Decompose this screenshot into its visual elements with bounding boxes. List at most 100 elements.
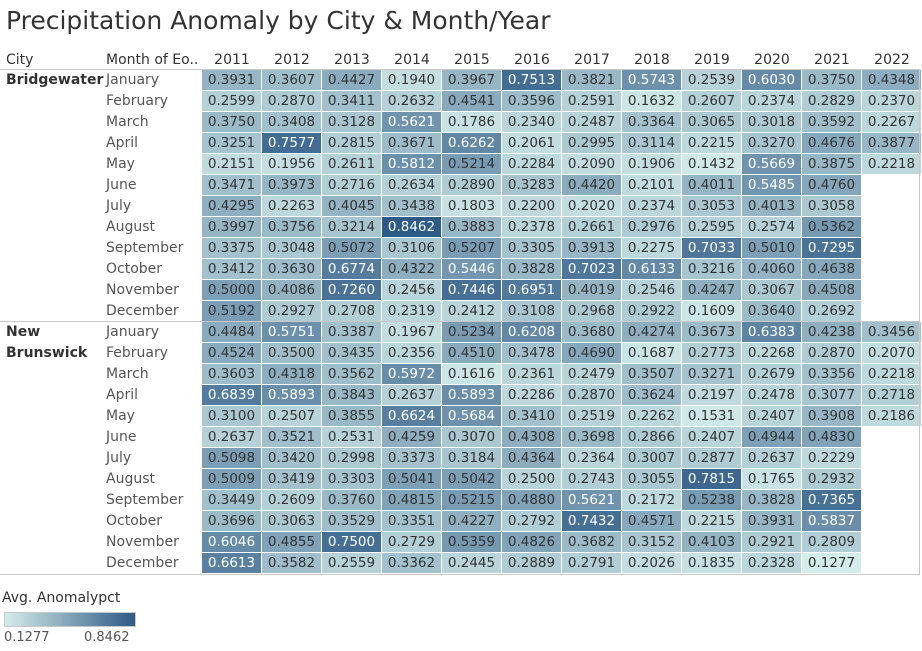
heatmap-cell[interactable]: 0.3128	[322, 112, 381, 132]
heatmap-cell[interactable]: 0.3007	[622, 448, 681, 468]
heatmap-cell[interactable]: 0.7365	[802, 490, 861, 510]
heatmap-cell[interactable]: 0.2866	[622, 427, 681, 447]
heatmap-cell[interactable]: 0.3055	[622, 469, 681, 489]
heatmap-cell[interactable]: 0.2927	[262, 301, 321, 321]
heatmap-cell[interactable]: 0.2792	[502, 511, 561, 531]
heatmap-cell[interactable]: 0.3375	[202, 238, 261, 258]
heatmap-cell[interactable]: 0.3410	[502, 406, 561, 426]
heatmap-cell[interactable]: 0.2611	[322, 154, 381, 174]
heatmap-cell[interactable]: 0.4676	[802, 133, 861, 153]
heatmap-cell[interactable]: 0.5010	[742, 238, 801, 258]
heatmap-cell[interactable]: 0.3640	[742, 301, 801, 321]
heatmap-cell[interactable]: 0.4510	[442, 343, 501, 363]
heatmap-cell[interactable]: 0.1803	[442, 196, 501, 216]
heatmap-cell[interactable]: 0.3500	[262, 343, 321, 363]
heatmap-cell[interactable]: 0.2215	[682, 133, 741, 153]
heatmap-cell[interactable]: 0.5485	[742, 175, 801, 195]
heatmap-cell[interactable]: 0.2716	[322, 175, 381, 195]
heatmap-cell[interactable]: 0.2267	[862, 112, 921, 132]
heatmap-cell[interactable]: 0.2559	[322, 553, 381, 573]
heatmap-cell[interactable]: 0.2340	[502, 112, 561, 132]
heatmap-cell[interactable]: 0.3100	[202, 406, 261, 426]
heatmap-cell[interactable]: 0.2284	[502, 154, 561, 174]
heatmap-cell[interactable]: 0.2026	[622, 553, 681, 573]
heatmap-cell[interactable]: 0.2197	[682, 385, 741, 405]
heatmap-cell[interactable]: 0.3997	[202, 217, 261, 237]
heatmap-cell[interactable]: 0.3592	[802, 112, 861, 132]
heatmap-cell[interactable]: 0.3106	[382, 238, 441, 258]
heatmap-cell[interactable]: 0.4880	[502, 490, 561, 510]
heatmap-cell[interactable]: 0.2870	[562, 385, 621, 405]
heatmap-cell[interactable]: 0.6046	[202, 532, 261, 552]
heatmap-cell[interactable]: 0.7446	[442, 280, 501, 300]
heatmap-cell[interactable]: 0.2519	[562, 406, 621, 426]
heatmap-cell[interactable]: 0.2546	[622, 280, 681, 300]
heatmap-cell[interactable]: 0.4274	[622, 322, 681, 342]
heatmap-cell[interactable]: 0.6839	[202, 385, 261, 405]
heatmap-cell[interactable]: 0.1906	[622, 154, 681, 174]
heatmap-cell[interactable]: 0.2229	[802, 448, 861, 468]
heatmap-cell[interactable]: 0.4013	[742, 196, 801, 216]
heatmap-cell[interactable]: 0.6613	[202, 553, 261, 573]
heatmap-cell[interactable]: 0.2200	[502, 196, 561, 216]
heatmap-cell[interactable]: 0.4295	[202, 196, 261, 216]
heatmap-cell[interactable]: 0.5446	[442, 259, 501, 279]
heatmap-cell[interactable]: 0.4484	[202, 322, 261, 342]
heatmap-cell[interactable]: 0.2319	[382, 301, 441, 321]
heatmap-cell[interactable]: 0.2692	[802, 301, 861, 321]
heatmap-cell[interactable]: 0.3471	[202, 175, 261, 195]
heatmap-cell[interactable]: 0.6951	[502, 280, 561, 300]
heatmap-cell[interactable]: 0.3438	[382, 196, 441, 216]
heatmap-cell[interactable]: 0.3603	[202, 364, 261, 384]
heatmap-cell[interactable]: 0.5812	[382, 154, 441, 174]
heatmap-cell[interactable]: 0.2186	[862, 406, 921, 426]
heatmap-cell[interactable]: 0.2356	[382, 343, 441, 363]
heatmap-cell[interactable]: 0.5214	[442, 154, 501, 174]
heatmap-cell[interactable]: 0.5192	[202, 301, 261, 321]
heatmap-cell[interactable]: 0.2275	[622, 238, 681, 258]
heatmap-cell[interactable]: 0.5362	[802, 217, 861, 237]
heatmap-cell[interactable]: 0.2268	[742, 343, 801, 363]
heatmap-cell[interactable]: 0.7577	[262, 133, 321, 153]
heatmap-cell[interactable]: 0.5837	[802, 511, 861, 531]
heatmap-cell[interactable]: 0.3271	[682, 364, 741, 384]
heatmap-cell[interactable]: 0.2172	[622, 490, 681, 510]
heatmap-cell[interactable]: 0.4045	[322, 196, 381, 216]
heatmap-cell[interactable]: 0.6208	[502, 322, 561, 342]
heatmap-cell[interactable]: 0.2922	[622, 301, 681, 321]
heatmap-cell[interactable]: 0.3063	[262, 511, 321, 531]
heatmap-cell[interactable]: 0.4318	[262, 364, 321, 384]
heatmap-cell[interactable]: 0.2218	[862, 154, 921, 174]
heatmap-cell[interactable]: 0.6383	[742, 322, 801, 342]
heatmap-cell[interactable]: 0.3671	[382, 133, 441, 153]
heatmap-cell[interactable]: 0.5009	[202, 469, 261, 489]
heatmap-cell[interactable]: 0.2791	[562, 553, 621, 573]
heatmap-cell[interactable]: 0.3698	[562, 427, 621, 447]
heatmap-cell[interactable]: 0.2070	[862, 343, 921, 363]
heatmap-cell[interactable]: 0.3973	[262, 175, 321, 195]
heatmap-cell[interactable]: 0.2637	[382, 385, 441, 405]
heatmap-cell[interactable]: 0.3456	[862, 322, 921, 342]
heatmap-cell[interactable]: 0.4308	[502, 427, 561, 447]
heatmap-cell[interactable]: 0.2729	[382, 532, 441, 552]
heatmap-cell[interactable]: 0.5893	[262, 385, 321, 405]
heatmap-cell[interactable]: 0.1632	[622, 91, 681, 111]
heatmap-cell[interactable]: 0.3420	[262, 448, 321, 468]
heatmap-cell[interactable]: 0.5072	[322, 238, 381, 258]
heatmap-cell[interactable]: 0.3529	[322, 511, 381, 531]
heatmap-cell[interactable]: 0.2370	[862, 91, 921, 111]
heatmap-cell[interactable]: 0.4427	[322, 70, 381, 90]
heatmap-cell[interactable]: 0.3562	[322, 364, 381, 384]
heatmap-cell[interactable]: 0.2574	[742, 217, 801, 237]
heatmap-cell[interactable]: 0.6030	[742, 70, 801, 90]
heatmap-cell[interactable]: 0.1940	[382, 70, 441, 90]
heatmap-cell[interactable]: 0.3408	[262, 112, 321, 132]
heatmap-cell[interactable]: 0.3596	[502, 91, 561, 111]
heatmap-cell[interactable]: 0.3696	[202, 511, 261, 531]
heatmap-cell[interactable]: 0.4760	[802, 175, 861, 195]
heatmap-cell[interactable]: 0.3070	[442, 427, 501, 447]
heatmap-cell[interactable]: 0.2215	[682, 511, 741, 531]
heatmap-cell[interactable]: 0.1432	[682, 154, 741, 174]
heatmap-cell[interactable]: 0.2718	[862, 385, 921, 405]
heatmap-cell[interactable]: 0.2637	[202, 427, 261, 447]
